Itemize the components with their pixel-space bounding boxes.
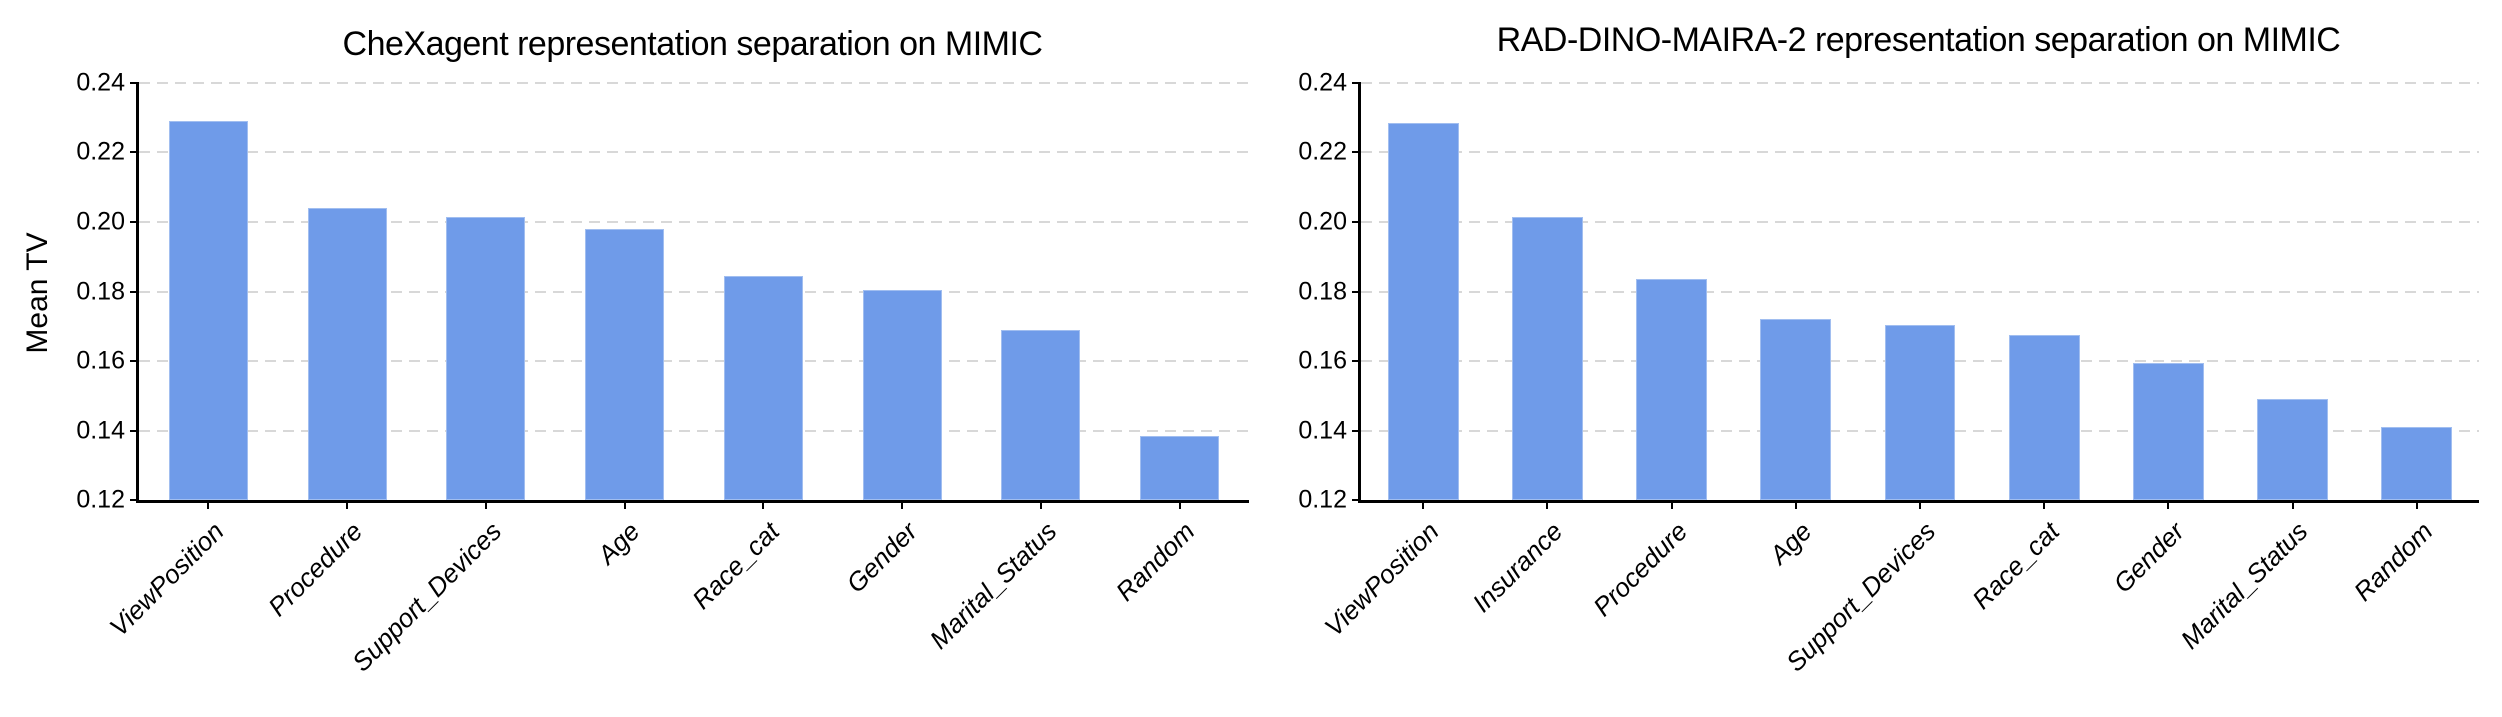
x-tick-mark [207,500,210,509]
y-tick-label: 0.18 [76,277,125,305]
bar-support_devices [1884,324,1956,500]
y-tick-label: 0.20 [1298,207,1347,236]
gridline [139,220,1249,223]
y-tick-label: 0.18 [1298,277,1347,305]
plot-area-rad-dino-maira-2: 0.12 0.14 0.16 0.18 0.20 0.22 0.24 ViewPosition… [1298,69,2479,677]
y-tick-mark [1352,429,1361,432]
gridline [139,151,1249,154]
y-tick-label: 0.22 [76,137,125,166]
x-tick-label: Age [591,516,646,570]
x-tick-label: ViewPosition [1318,516,1445,643]
gridline [139,82,1249,84]
y-axis-label-mean-tv: Mean TV [21,232,54,354]
chart-title-chexagent: CheXagent representation separation on M… [342,25,1043,63]
x-tick-mark [762,500,765,509]
x-tick-label: Gender [840,516,924,599]
y-tick-label: 0.12 [76,485,125,514]
x-tick-mark [623,500,626,509]
y-tick-mark [1352,290,1361,293]
y-tick-mark [130,429,139,432]
x-tick-mark [1178,500,1181,509]
x-tick-mark [901,500,904,509]
y-tick-label: 0.24 [76,68,125,97]
x-tick-label: Insurance [1466,516,1569,618]
bar-procedure [1636,279,1707,500]
y-tick-mark [1352,151,1361,154]
y-tick-label: 0.14 [76,416,125,444]
y-tick-mark [130,290,139,293]
bar-age [585,228,665,500]
y-tick-mark [1352,82,1361,84]
x-tick-mark [484,500,487,509]
x-tick-mark [2291,500,2294,509]
gridline [1361,220,2479,223]
y-tick-mark [1352,220,1361,223]
bar-random [1140,435,1220,500]
y-tick-label: 0.24 [1298,68,1347,97]
bar-procedure [307,208,387,500]
x-tick-mark [1670,500,1673,509]
y-tick-label: 0.20 [76,207,125,236]
bar-marital_status [2257,399,2329,500]
bar-age [1760,319,1832,500]
x-tick-label: ViewPosition [103,516,230,643]
x-tick-mark [2167,500,2170,509]
y-tick-label: 0.14 [1298,416,1347,444]
x-tick-label: Race_cat [685,516,785,615]
y-tick-label: 0.12 [1298,485,1347,514]
bar-insurance [1511,216,1583,500]
y-tick-mark [1352,359,1361,362]
gridline [139,290,1249,293]
x-tick-label: Marital_Status [923,516,1063,655]
y-tick-mark [130,499,139,501]
y-tick-label: 0.22 [1298,137,1347,166]
x-tick-mark [1422,500,1425,509]
gridline [139,429,1249,432]
y-tick-mark [130,359,139,362]
bar-gender [862,289,942,500]
x-tick-label: Race_cat [1966,516,2066,615]
x-tick-label: Gender [2107,516,2190,599]
bar-race_cat [2008,334,2080,500]
gridline [139,359,1249,362]
x-tick-label: Procedure [262,516,369,623]
plot-area-chexagent: 0.12 0.14 0.16 0.18 0.20 0.22 0.24 ViewPosition… [76,69,1249,677]
gridline [1361,290,2479,293]
x-tick-label: Procedure [1586,516,1693,623]
x-tick-mark [1919,500,1921,509]
y-tick-label: 0.16 [1298,346,1347,375]
chart-title-rad-dino-maira-2: RAD-DINO-MAIRA-2 representation separati… [1496,21,2341,59]
y-tick-mark [130,220,139,223]
bar-marital_status [1001,329,1081,500]
x-tick-mark [2043,500,2046,509]
gridline [1361,82,2479,84]
y-tick-mark [1352,499,1361,501]
y-tick-label: 0.16 [76,346,125,375]
bar-viewposition [168,121,248,500]
x-tick-label: Age [1763,516,1817,570]
bar-random [2381,427,2453,500]
gridline [1361,151,2479,154]
x-tick-mark [2415,500,2418,509]
x-tick-label: Marital_Status [2175,516,2314,655]
bar-race_cat [723,275,803,500]
bar-support_devices [446,216,526,500]
x-tick-label: Support_Devices [345,516,508,678]
x-tick-label: Random [1110,516,1201,607]
x-tick-mark [1794,500,1797,509]
y-tick-mark [130,151,139,154]
x-tick-label: Random [2347,516,2439,607]
x-tick-mark [346,500,349,509]
bar-gender [2133,362,2204,500]
bar-viewposition [1387,122,1459,500]
x-tick-mark [1039,500,1042,509]
y-tick-mark [130,82,139,84]
x-tick-mark [1546,500,1549,509]
